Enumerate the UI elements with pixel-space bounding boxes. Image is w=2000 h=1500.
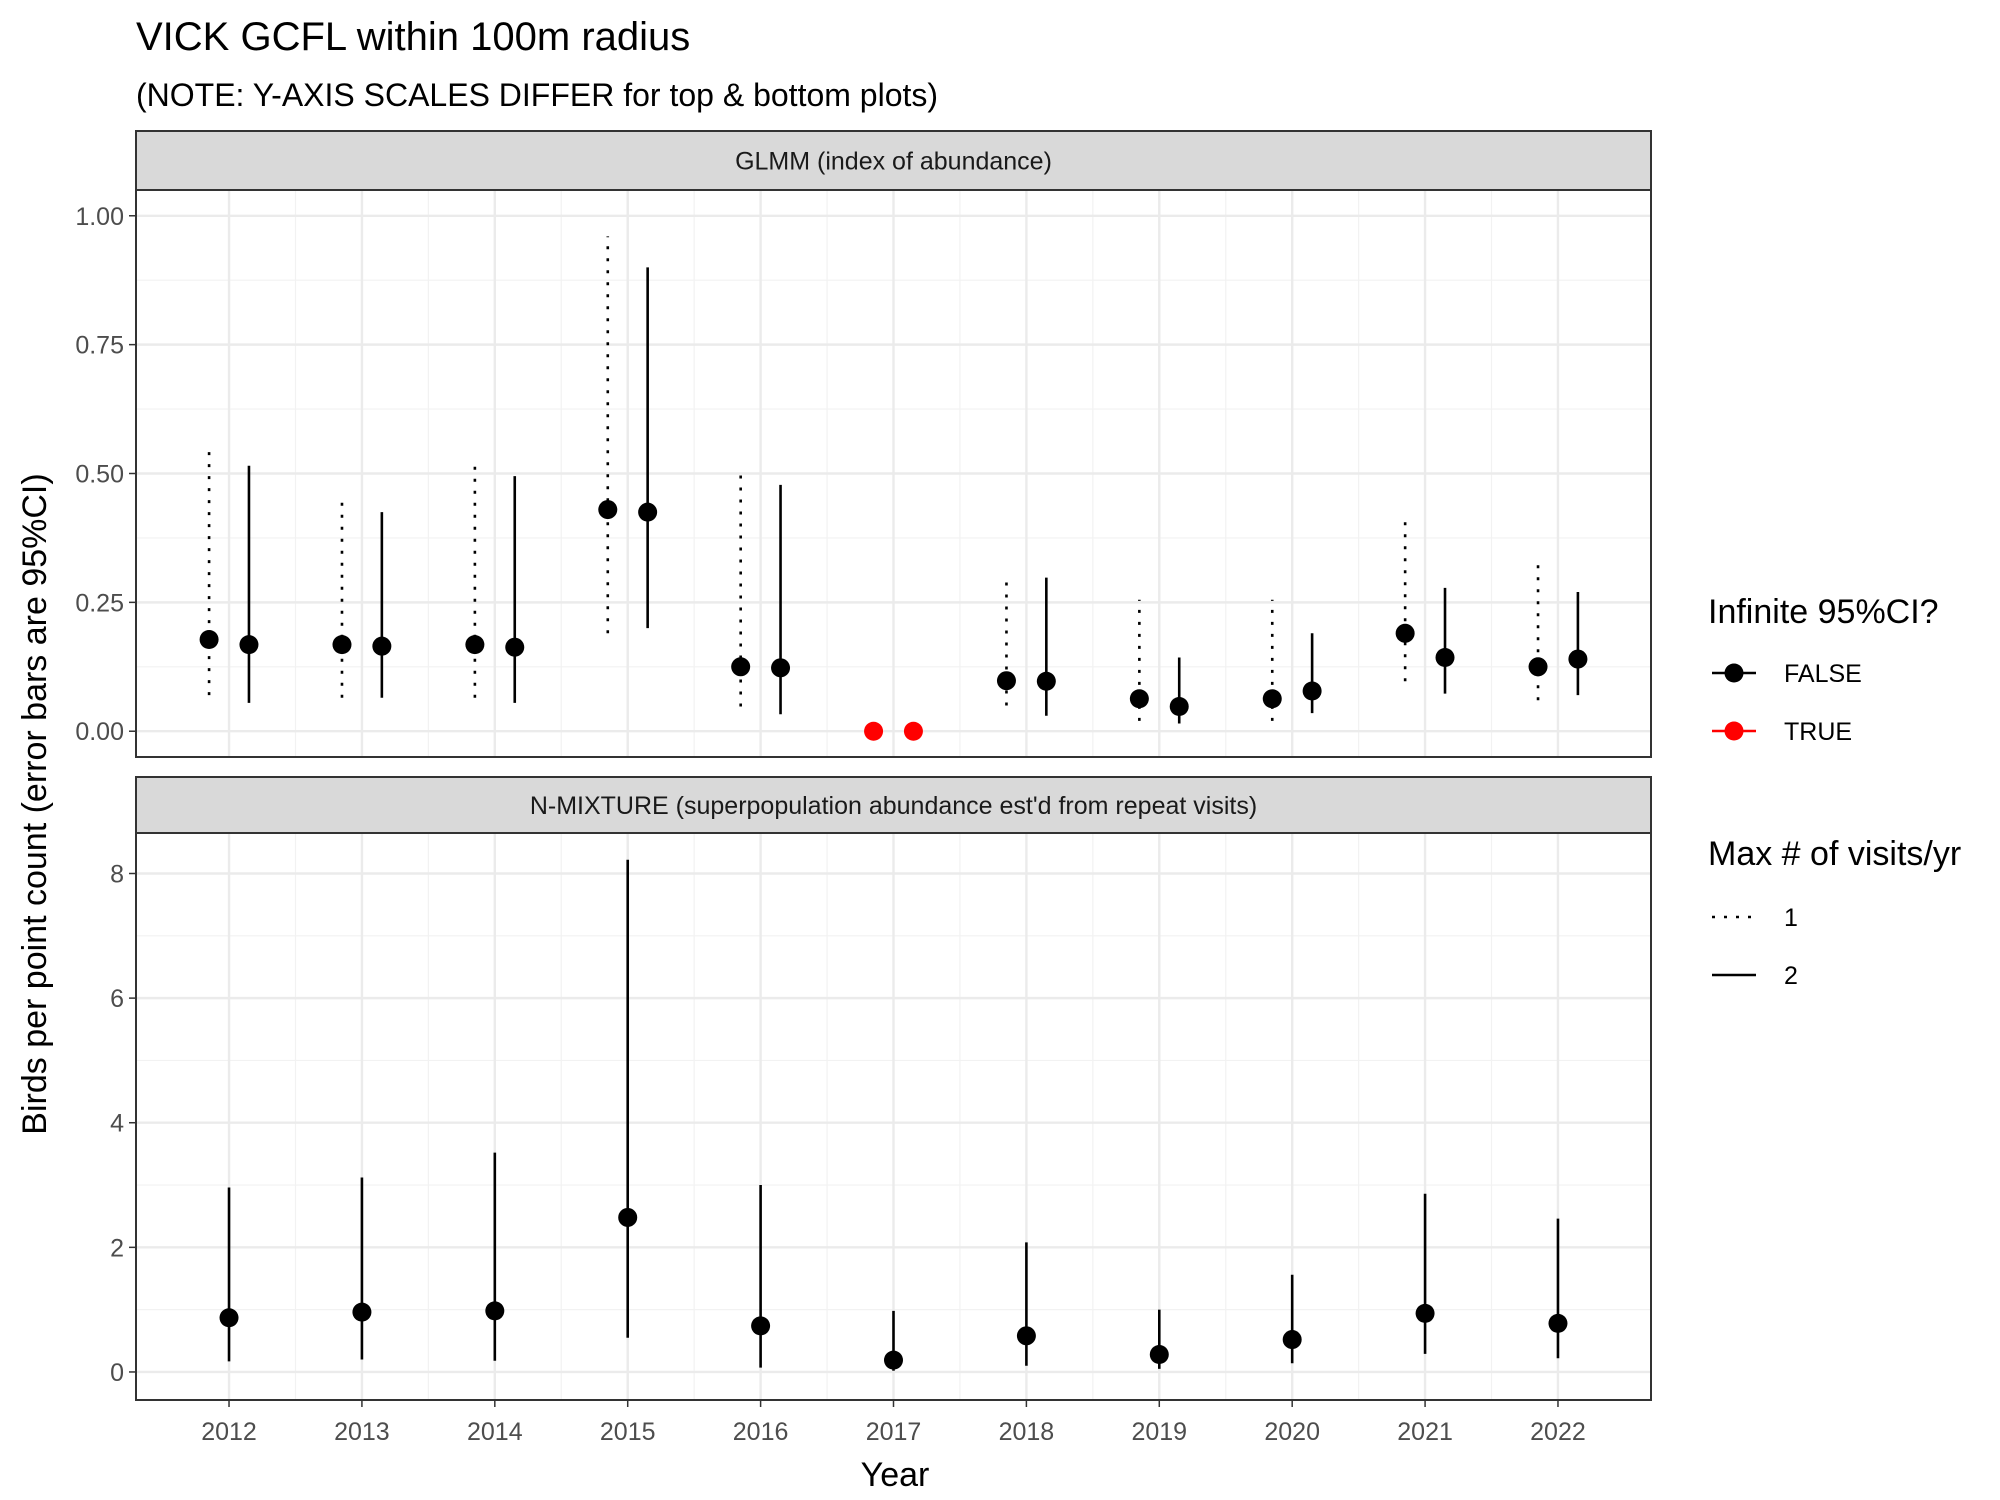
data-point	[1302, 681, 1322, 701]
y-tick-label: 0	[110, 1359, 124, 1387]
data-point	[618, 1207, 638, 1227]
data-point	[771, 658, 791, 678]
panels-layer: 0.00 0.25 0.50 0.75 1.00 GLMM (index of abund…	[75, 130, 1652, 1446]
facet-strip	[135, 776, 1652, 834]
y-axis-title: Birds per point count (error bars are 95…	[16, 473, 54, 1134]
data-point	[1548, 1313, 1568, 1333]
x-tick-label: 2013	[334, 1418, 390, 1446]
y-tick-label: 2	[110, 1234, 124, 1262]
data-point	[1568, 649, 1588, 669]
x-tick-label: 2021	[1397, 1418, 1453, 1446]
data-point	[1528, 657, 1548, 677]
y-tick-label: 0.75	[75, 332, 124, 360]
data-point	[1129, 689, 1149, 709]
data-point	[864, 721, 884, 741]
y-tick-label: 0.25	[75, 589, 124, 617]
x-tick-label: 2012	[201, 1418, 257, 1446]
data-point	[1169, 696, 1189, 716]
data-point	[199, 629, 219, 649]
x-tick-label: 2019	[1131, 1418, 1187, 1446]
facet-strip	[135, 130, 1652, 191]
chart-subtitle: (NOTE: Y-AXIS SCALES DIFFER for top & bo…	[136, 77, 938, 113]
x-tick-label: 2017	[866, 1418, 922, 1446]
data-point	[598, 500, 618, 520]
data-point	[903, 721, 923, 741]
y-tick-label: 0.50	[75, 461, 124, 489]
data-point	[352, 1302, 372, 1322]
data-point	[485, 1301, 505, 1321]
data-point	[751, 1316, 771, 1336]
x-tick-label: 2018	[999, 1418, 1055, 1446]
data-point	[731, 657, 751, 677]
data-point	[332, 635, 352, 655]
x-tick-label: 2014	[467, 1418, 523, 1446]
data-point	[1262, 689, 1282, 709]
data-point	[1282, 1330, 1302, 1350]
y-tick-label: 8	[110, 861, 124, 889]
data-point	[1435, 648, 1455, 668]
facet-strip-label: N-MIXTURE (superpopulation abundance est…	[530, 792, 1257, 820]
data-point	[239, 635, 259, 655]
legend-label-max-visits: 2	[1784, 962, 1798, 990]
data-point	[884, 1350, 903, 1370]
x-tick-label: 2016	[733, 1418, 789, 1446]
legend-title-max-visits: Max # of visits/yr	[1708, 835, 1961, 873]
data-point	[996, 671, 1016, 691]
x-tick-label: 2015	[600, 1418, 656, 1446]
legend-label-infinite-ci: TRUE	[1784, 718, 1852, 746]
panel-2: 0 2 4 6 8 N-MIXTURE (superpopulation abundanc…	[110, 776, 1652, 1401]
x-tick-label: 2022	[1530, 1418, 1586, 1446]
legend-key-point	[1724, 721, 1744, 741]
data-point	[372, 636, 392, 656]
legend-label-max-visits: 1	[1784, 904, 1798, 932]
chart-title: VICK GCFL within 100m radius	[136, 15, 690, 59]
panel-1: 0.00 0.25 0.50 0.75 1.00 GLMM (index of abund…	[75, 130, 1652, 758]
data-point	[219, 1308, 239, 1328]
data-point	[1395, 623, 1415, 643]
y-tick-label: 6	[110, 985, 124, 1013]
legend-layer: Infinite 95%CI? FALSE TRUE Max # of visits/…	[1708, 593, 1961, 990]
data-point	[505, 637, 525, 657]
data-point	[638, 502, 658, 522]
data-point	[1036, 671, 1056, 691]
x-axis: 2012 2013 2014 2015 2016 2017 2018 2019 2020 2021…	[201, 1400, 1586, 1446]
legend-title-infinite-ci: Infinite 95%CI?	[1708, 593, 1939, 631]
y-tick-label: 4	[110, 1110, 124, 1138]
legend-key-point	[1724, 663, 1744, 683]
x-axis-title: Year	[861, 1456, 930, 1494]
y-tick-label: 1.00	[75, 203, 124, 231]
legend-label-infinite-ci: FALSE	[1784, 660, 1862, 688]
x-tick-label: 2020	[1264, 1418, 1320, 1446]
y-tick-label: 0.00	[75, 718, 124, 746]
data-point	[1016, 1326, 1036, 1346]
data-point	[1415, 1303, 1435, 1323]
facet-strip-label: GLMM (index of abundance)	[735, 148, 1052, 176]
data-point	[1149, 1345, 1169, 1365]
data-point	[465, 635, 485, 655]
